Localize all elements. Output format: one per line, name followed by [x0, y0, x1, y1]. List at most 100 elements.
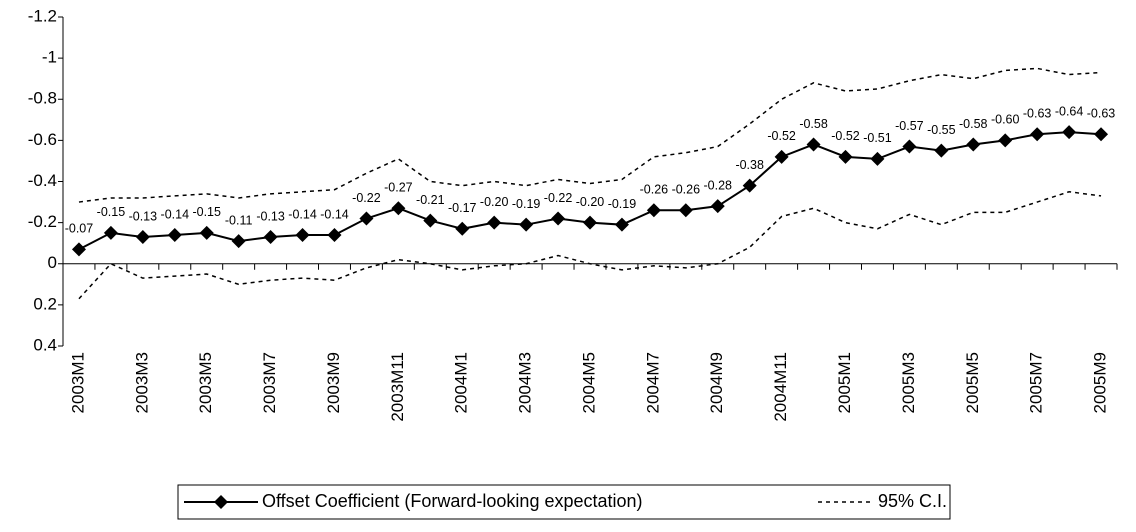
point	[455, 221, 470, 236]
data-label: -0.58	[799, 117, 828, 131]
point	[1062, 125, 1077, 140]
point	[966, 137, 981, 152]
series-line	[78, 131, 1102, 251]
point	[806, 137, 821, 152]
data-label: -0.11	[225, 213, 253, 227]
point	[199, 225, 214, 240]
y-tick-label: -0.6	[28, 130, 57, 149]
ci-line	[78, 67, 1102, 203]
x-tick-label: 2003M9	[324, 352, 343, 413]
data-label: -0.51	[863, 131, 892, 145]
data-label: -0.63	[1023, 107, 1052, 121]
x-tick-label: 2005M1	[835, 352, 854, 413]
data-label: -0.57	[895, 119, 924, 133]
point	[487, 215, 502, 230]
data-label: -0.15	[192, 205, 221, 219]
data-label: -0.52	[831, 129, 860, 143]
y-tick-label: -0.8	[28, 89, 57, 108]
x-tick-label: 2004M9	[707, 352, 726, 413]
x-tick-label: 2003M7	[260, 352, 279, 413]
x-tick-label: 2003M5	[196, 352, 215, 413]
point	[551, 211, 566, 226]
point	[391, 201, 406, 216]
y-tick-label: -1	[42, 48, 57, 67]
data-label: -0.26	[640, 183, 669, 197]
data-label: -0.21	[416, 193, 445, 207]
data-label: -0.28	[704, 178, 733, 192]
point	[583, 215, 597, 230]
point	[359, 211, 374, 226]
point	[742, 178, 757, 193]
data-label: -0.13	[129, 209, 158, 223]
point	[135, 230, 150, 245]
data-label: -0.60	[991, 113, 1020, 127]
point	[423, 213, 438, 228]
y-tick-label: 0.2	[33, 294, 57, 313]
data-label: -0.19	[608, 197, 637, 211]
point	[710, 199, 725, 214]
legend-label: 95% C.I.	[878, 491, 947, 511]
point	[1094, 127, 1109, 142]
y-tick-label: -0.2	[28, 212, 57, 231]
data-label: -0.27	[384, 181, 413, 195]
x-tick-label: 2005M3	[899, 352, 918, 413]
point	[1030, 127, 1045, 142]
x-tick-label: 2004M1	[452, 352, 471, 413]
data-label: -0.22	[544, 191, 573, 205]
point	[774, 149, 789, 164]
x-tick-label: 2004M11	[771, 352, 790, 422]
y-tick-label: 0	[48, 253, 57, 272]
y-tick-label: -1.2	[28, 6, 57, 25]
point	[902, 139, 917, 154]
data-label: -0.64	[1055, 104, 1084, 118]
point	[838, 149, 853, 164]
point	[646, 203, 661, 218]
data-label: -0.63	[1087, 107, 1116, 121]
point	[678, 203, 693, 218]
point	[870, 151, 885, 166]
data-label: -0.14	[288, 207, 317, 221]
legend-box	[177, 484, 951, 520]
point	[614, 217, 629, 232]
data-label: -0.19	[512, 197, 541, 211]
point	[998, 133, 1013, 148]
x-tick-label: 2003M1	[68, 352, 87, 413]
point	[231, 234, 246, 249]
x-tick-label: 2003M3	[132, 352, 151, 413]
point	[71, 242, 86, 257]
point	[263, 230, 278, 245]
data-label: -0.13	[256, 209, 285, 223]
data-label: -0.58	[959, 117, 988, 131]
y-tick-label: 0.4	[33, 335, 57, 354]
x-tick-label: 2005M9	[1091, 352, 1110, 413]
ci-line	[78, 191, 1102, 300]
y-tick-label: -0.4	[28, 171, 57, 190]
legend-marker	[214, 495, 228, 509]
data-label: -0.22	[352, 191, 381, 205]
data-label: -0.20	[576, 195, 605, 209]
data-label: -0.14	[320, 207, 349, 221]
data-label: -0.14	[161, 207, 190, 221]
data-label: -0.07	[65, 222, 94, 236]
x-tick-label: 2004M5	[579, 352, 598, 413]
x-tick-label: 2003M11	[388, 352, 407, 422]
data-label: -0.15	[97, 205, 126, 219]
x-tick-label: 2004M3	[516, 352, 535, 413]
data-label: -0.55	[927, 123, 956, 137]
point	[934, 143, 949, 158]
point	[167, 227, 182, 242]
data-label: -0.38	[735, 158, 764, 172]
legend-label: Offset Coefficient (Forward-looking expe…	[262, 491, 643, 511]
data-label: -0.20	[480, 195, 509, 209]
data-label: -0.52	[767, 129, 796, 143]
x-tick-label: 2004M7	[643, 352, 662, 413]
data-label: -0.17	[448, 201, 477, 215]
point	[327, 227, 342, 242]
data-label: -0.26	[672, 183, 701, 197]
x-tick-label: 2005M5	[963, 352, 982, 413]
point	[295, 227, 310, 242]
point	[103, 225, 118, 240]
point	[519, 217, 534, 232]
x-tick-label: 2005M7	[1027, 352, 1046, 413]
